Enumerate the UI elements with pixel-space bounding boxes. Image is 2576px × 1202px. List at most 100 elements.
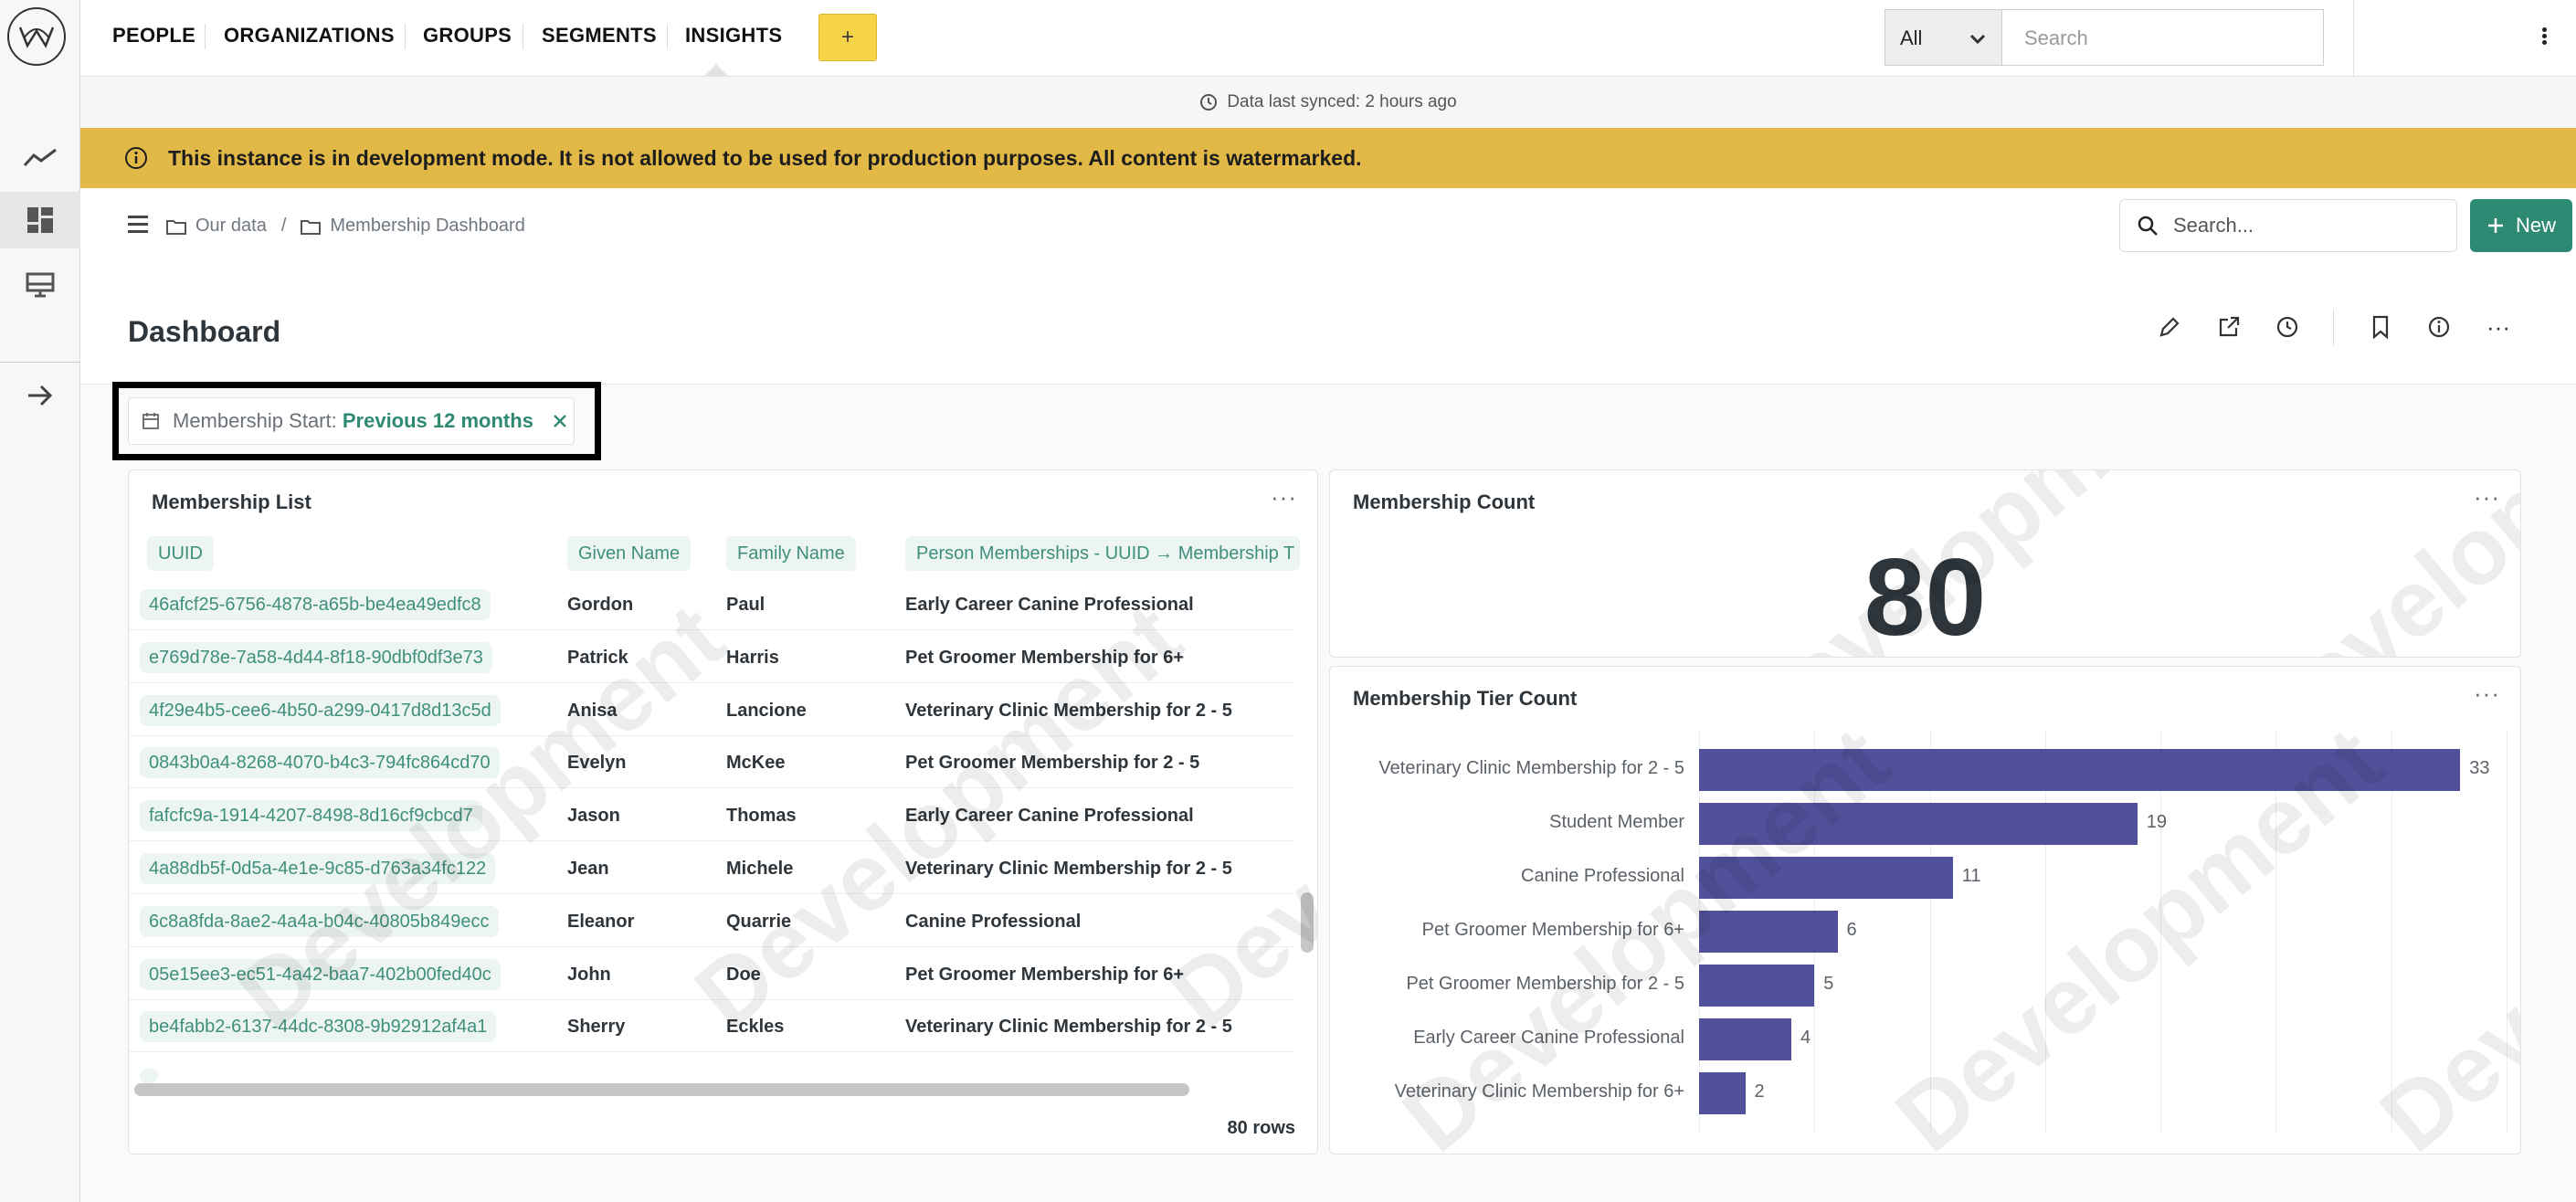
nav-insights[interactable]: INSIGHTS — [685, 24, 783, 47]
banner-text: This instance is in development mode. It… — [168, 145, 1362, 170]
membership-type-cell: Canine Professional — [905, 911, 1082, 932]
uuid-cell[interactable]: 0843b0a4-8268-4070-b4c3-794fc864cd70 — [140, 747, 500, 779]
bar[interactable] — [1699, 1018, 1791, 1060]
plus-icon — [2487, 218, 2503, 233]
nav-segments[interactable]: SEGMENTS — [542, 24, 657, 47]
nav-organizations[interactable]: ORGANIZATIONS — [224, 24, 395, 47]
family-name-cell: Harris — [726, 647, 779, 668]
active-nav-pointer — [703, 64, 729, 77]
card-title: Membership Count — [1353, 490, 1536, 513]
more-options-icon[interactable]: ··· — [2486, 312, 2510, 341]
sync-text: Data last synced: 2 hours ago — [1227, 92, 1457, 111]
nav-separator — [205, 24, 206, 49]
uuid-cell[interactable]: be4fabb2-6137-44dc-8308-9b92912af4a1 — [140, 1011, 497, 1043]
share-icon[interactable] — [2212, 311, 2245, 343]
bar-category-label: Pet Groomer Membership for 2 - 5 — [1406, 974, 1684, 994]
column-header-uuid[interactable]: UUID — [147, 536, 214, 571]
row-divider — [129, 629, 1293, 630]
column-header-family-name[interactable]: Family Name — [726, 536, 856, 571]
column-header-given-name[interactable]: Given Name — [567, 536, 692, 571]
app-logo[interactable] — [7, 7, 66, 66]
given-name-cell: Eleanor — [567, 911, 635, 932]
bar-category-label: Student Member — [1549, 812, 1684, 832]
grid-line — [2044, 731, 2046, 1133]
nav-groups[interactable]: GROUPS — [423, 24, 512, 47]
card-menu-icon[interactable]: ··· — [2474, 483, 2500, 511]
grid-line — [2275, 731, 2277, 1133]
bar-value-label: 33 — [2469, 758, 2490, 778]
uuid-cell[interactable]: 4a88db5f-0d5a-4e1e-9c85-d763a34fc122 — [140, 853, 496, 884]
bar-value-label: 6 — [1846, 920, 1857, 940]
search-scope-select[interactable]: All — [1884, 9, 2001, 66]
expand-rail-button[interactable] — [0, 367, 80, 424]
calendar-icon — [143, 413, 159, 429]
hamburger-menu-icon[interactable] — [128, 216, 148, 233]
family-name-cell: Thomas — [726, 806, 797, 827]
table-row-partial — [140, 1069, 158, 1083]
history-clock-icon[interactable] — [2271, 311, 2304, 343]
edit-icon[interactable] — [2153, 311, 2186, 343]
uuid-cell[interactable]: 6c8a8fda-8ae2-4a4a-b04c-40805b849ecc — [140, 905, 499, 937]
nav-people[interactable]: PEOPLE — [112, 24, 196, 47]
global-search-input[interactable]: Search — [2001, 9, 2324, 66]
folder-icon — [166, 219, 186, 235]
bar[interactable] — [1699, 803, 2138, 845]
card-menu-icon[interactable]: ··· — [1271, 483, 1297, 511]
kebab-menu-icon[interactable] — [2540, 26, 2548, 51]
bar-category-label: Veterinary Clinic Membership for 6+ — [1394, 1081, 1684, 1102]
family-name-cell: Paul — [726, 595, 765, 615]
vertical-scrollbar[interactable] — [1301, 892, 1314, 953]
breadcrumb-root[interactable]: Our data — [195, 216, 267, 236]
uuid-cell[interactable]: 46afcf25-6756-4878-a65b-be4ea49edfc8 — [140, 589, 491, 620]
membership-list-card: Membership List ··· UUID Given Name Fami… — [128, 469, 1318, 1155]
bar[interactable] — [1699, 965, 1815, 1007]
family-name-cell: Quarrie — [726, 911, 792, 932]
uuid-cell[interactable]: e769d78e-7a58-4d44-8f18-90dbf0df3e73 — [140, 641, 492, 673]
family-name-cell: Doe — [726, 964, 761, 985]
bar-value-label: 5 — [1823, 974, 1834, 994]
dashboard-search-input[interactable]: Search... — [2119, 199, 2457, 252]
card-menu-icon[interactable]: ··· — [2474, 680, 2500, 707]
insights-trend-button[interactable] — [0, 130, 80, 186]
search-icon — [2138, 216, 2158, 236]
logo-mark-icon — [18, 26, 55, 48]
given-name-cell: Evelyn — [567, 753, 627, 774]
bookmark-icon[interactable] — [2364, 311, 2397, 343]
bar[interactable] — [1699, 749, 2461, 791]
uuid-cell[interactable]: 4f29e4b5-cee6-4b50-a299-0417d8d13c5d — [140, 694, 501, 726]
new-button-label: New — [2515, 214, 2556, 237]
given-name-cell: Anisa — [567, 700, 618, 721]
left-rail — [0, 0, 80, 1202]
info-icon[interactable] — [2423, 311, 2455, 343]
dashboards-button[interactable] — [0, 192, 80, 248]
chevron-down-icon — [1969, 34, 1986, 45]
new-button[interactable]: New — [2470, 199, 2572, 252]
bar[interactable] — [1699, 911, 1838, 953]
rail-divider — [0, 362, 80, 363]
info-icon — [125, 147, 147, 169]
bar-category-label: Veterinary Clinic Membership for 2 - 5 — [1378, 758, 1684, 778]
reports-button[interactable] — [0, 258, 80, 314]
row-divider — [129, 840, 1293, 842]
membership-tier-count-card: Membership Tier Count ··· Veterinary Cli… — [1329, 666, 2521, 1155]
membership-count-value: 80 — [1863, 536, 1987, 658]
bar[interactable] — [1699, 857, 1953, 899]
uuid-cell[interactable]: fafcfc9a-1914-4207-8498-8d16cf9cbcd7 — [140, 800, 482, 832]
membership-start-filter[interactable]: Membership Start: Previous 12 months — [128, 397, 575, 445]
horizontal-scrollbar[interactable] — [134, 1083, 1189, 1096]
card-title: Membership List — [152, 490, 311, 513]
breadcrumb: Our data / Membership Dashboard — [166, 216, 525, 237]
arrow-right-icon — [28, 385, 53, 406]
membership-type-cell: Pet Groomer Membership for 6+ — [905, 964, 1185, 985]
grid-line — [1929, 731, 1931, 1133]
bar[interactable] — [1699, 1072, 1746, 1114]
close-icon[interactable] — [552, 413, 568, 429]
row-count: 80 rows — [1227, 1118, 1295, 1138]
add-button[interactable]: + — [818, 14, 877, 61]
bar-category-label: Early Career Canine Professional — [1413, 1028, 1684, 1048]
row-divider — [129, 734, 1293, 736]
uuid-cell[interactable]: 05e15ee3-ec51-4a42-baa7-402b00fed40c — [140, 958, 501, 990]
column-header-membership-type[interactable]: Person Memberships - UUID → Membership T — [905, 536, 1300, 571]
breadcrumb-current[interactable]: Membership Dashboard — [330, 216, 525, 236]
row-divider — [129, 945, 1293, 947]
